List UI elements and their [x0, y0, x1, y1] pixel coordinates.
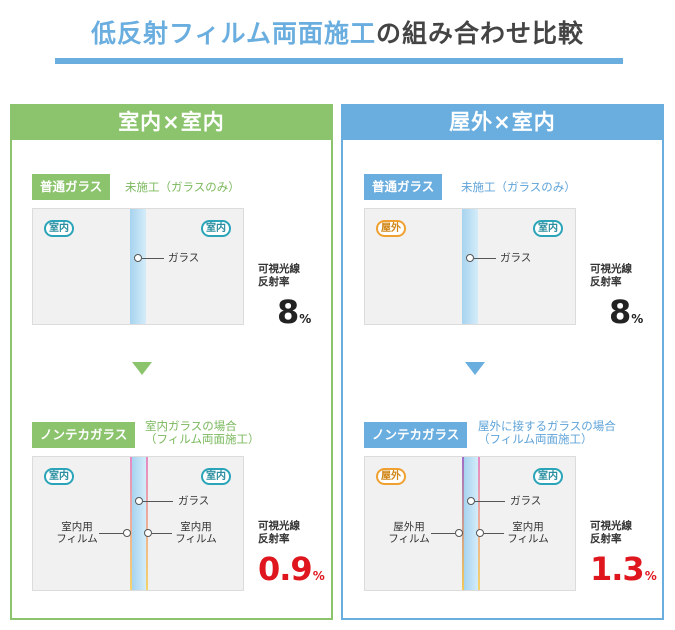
film-left: [462, 457, 464, 590]
caption-untreated: 未施工（ガラスのみ）: [461, 180, 576, 194]
reflectance-value: 0.9%: [258, 550, 325, 588]
reflect-label-line2: 反射率: [258, 533, 290, 545]
film-right: [146, 457, 148, 590]
tag-nonteka-glass: ノンテカガラス: [364, 422, 468, 448]
reflect-label-line1: 可視光線: [258, 520, 300, 532]
badge-indoor-right: 室内: [201, 468, 231, 485]
right-film-leader: [484, 533, 504, 534]
badge-indoor-right: 室内: [533, 220, 563, 237]
glass-leader: [475, 501, 505, 502]
glass-leader: [474, 258, 496, 259]
glass-marker: [466, 254, 474, 262]
reflect-label: 可視光線 反射率: [258, 263, 300, 289]
glass-pane: [132, 457, 146, 590]
caption-untreated: 未施工（ガラスのみ）: [125, 180, 240, 194]
right-film-label: 室内用 フィルム: [175, 521, 217, 545]
tag-normal-glass: 普通ガラス: [364, 174, 443, 200]
caption-line2: （フィルム両面施工）: [478, 432, 593, 446]
glass-diagram-film: 室内 室内 ガラス 室内用 フィルム 室内用 フィルム: [32, 456, 244, 591]
panel-header: 屋外×室内: [341, 104, 664, 140]
caption-line1: 屋外に接するガラスの場合: [478, 419, 616, 433]
badge-indoor-right: 室内: [201, 220, 231, 237]
reflectance-value: 8%: [609, 293, 644, 331]
glass-marker: [467, 497, 475, 505]
reflect-label-line1: 可視光線: [258, 263, 300, 275]
film-left: [130, 457, 132, 590]
right-film-label: 室内用 フィルム: [507, 521, 549, 545]
glass-pane: [130, 209, 146, 324]
glass-label: ガラス: [178, 495, 210, 507]
glass-leader: [142, 258, 164, 259]
right-film-marker: [476, 529, 484, 537]
reflectance-value: 1.3%: [590, 550, 657, 588]
left-film-leader: [99, 533, 123, 534]
page-title: 低反射フィルム両面施工の組み合わせ比較: [0, 14, 675, 50]
badge-indoor-right: 室内: [533, 468, 563, 485]
panel-header: 室内×室内: [10, 104, 333, 140]
title-part2: の組み合わせ比較: [376, 19, 585, 48]
glass-diagram-normal: 室内 室内 ガラス: [32, 208, 244, 325]
reflect-label: 可視光線 反射率: [590, 263, 632, 289]
tag-nonteka-glass: ノンテカガラス: [32, 422, 136, 448]
right-film-marker: [144, 529, 152, 537]
badge-outdoor-left: 屋外: [376, 468, 406, 485]
reflect-label-line2: 反射率: [590, 276, 622, 288]
glass-label: ガラス: [500, 252, 532, 264]
title-underline: [55, 58, 623, 64]
reflect-label-line2: 反射率: [590, 533, 622, 545]
left-film-marker: [123, 529, 131, 537]
left-film-label: 屋外用 フィルム: [388, 521, 430, 545]
down-arrow: [465, 362, 485, 375]
caption-film: 屋外に接するガラスの場合 （フィルム両面施工）: [478, 420, 616, 446]
right-film-leader: [152, 533, 172, 534]
glass-pane: [464, 457, 478, 590]
reflect-label-line2: 反射率: [258, 276, 290, 288]
left-film-label: 室内用 フィルム: [56, 521, 98, 545]
badge-indoor-left: 室内: [44, 220, 74, 237]
panel-outdoor-indoor: 屋外×室内 普通ガラス 未施工（ガラスのみ） 屋外 室内 ガラス 可視光線 反射…: [341, 104, 664, 620]
reflect-label: 可視光線 反射率: [258, 520, 300, 546]
down-arrow: [132, 362, 152, 375]
tag-normal-glass: 普通ガラス: [32, 174, 111, 200]
glass-label: ガラス: [510, 495, 542, 507]
glass-marker: [135, 497, 143, 505]
reflect-label-line1: 可視光線: [590, 263, 632, 275]
reflectance-value: 8%: [277, 293, 312, 331]
film-right: [478, 457, 480, 590]
left-film-leader: [431, 533, 455, 534]
glass-leader: [143, 501, 173, 502]
caption-line1: 室内ガラスの場合: [145, 419, 237, 433]
glass-label: ガラス: [168, 252, 200, 264]
glass-pane: [462, 209, 478, 324]
panel-indoor-indoor: 室内×室内 普通ガラス 未施工（ガラスのみ） 室内 室内 ガラス 可視光線 反射…: [10, 104, 333, 620]
badge-outdoor-left: 屋外: [376, 220, 406, 237]
caption-line2: （フィルム両面施工）: [145, 432, 260, 446]
left-film-marker: [455, 529, 463, 537]
glass-marker: [134, 254, 142, 262]
reflect-label-line1: 可視光線: [590, 520, 632, 532]
badge-indoor-left: 室内: [44, 468, 74, 485]
title-part1: 低反射フィルム両面施工: [90, 19, 376, 48]
glass-diagram-normal: 屋外 室内 ガラス: [364, 208, 576, 325]
glass-diagram-film: 屋外 室内 ガラス 屋外用 フィルム 室内用 フィルム: [364, 456, 576, 591]
reflect-label: 可視光線 反射率: [590, 520, 632, 546]
caption-film: 室内ガラスの場合 （フィルム両面施工）: [145, 420, 260, 446]
